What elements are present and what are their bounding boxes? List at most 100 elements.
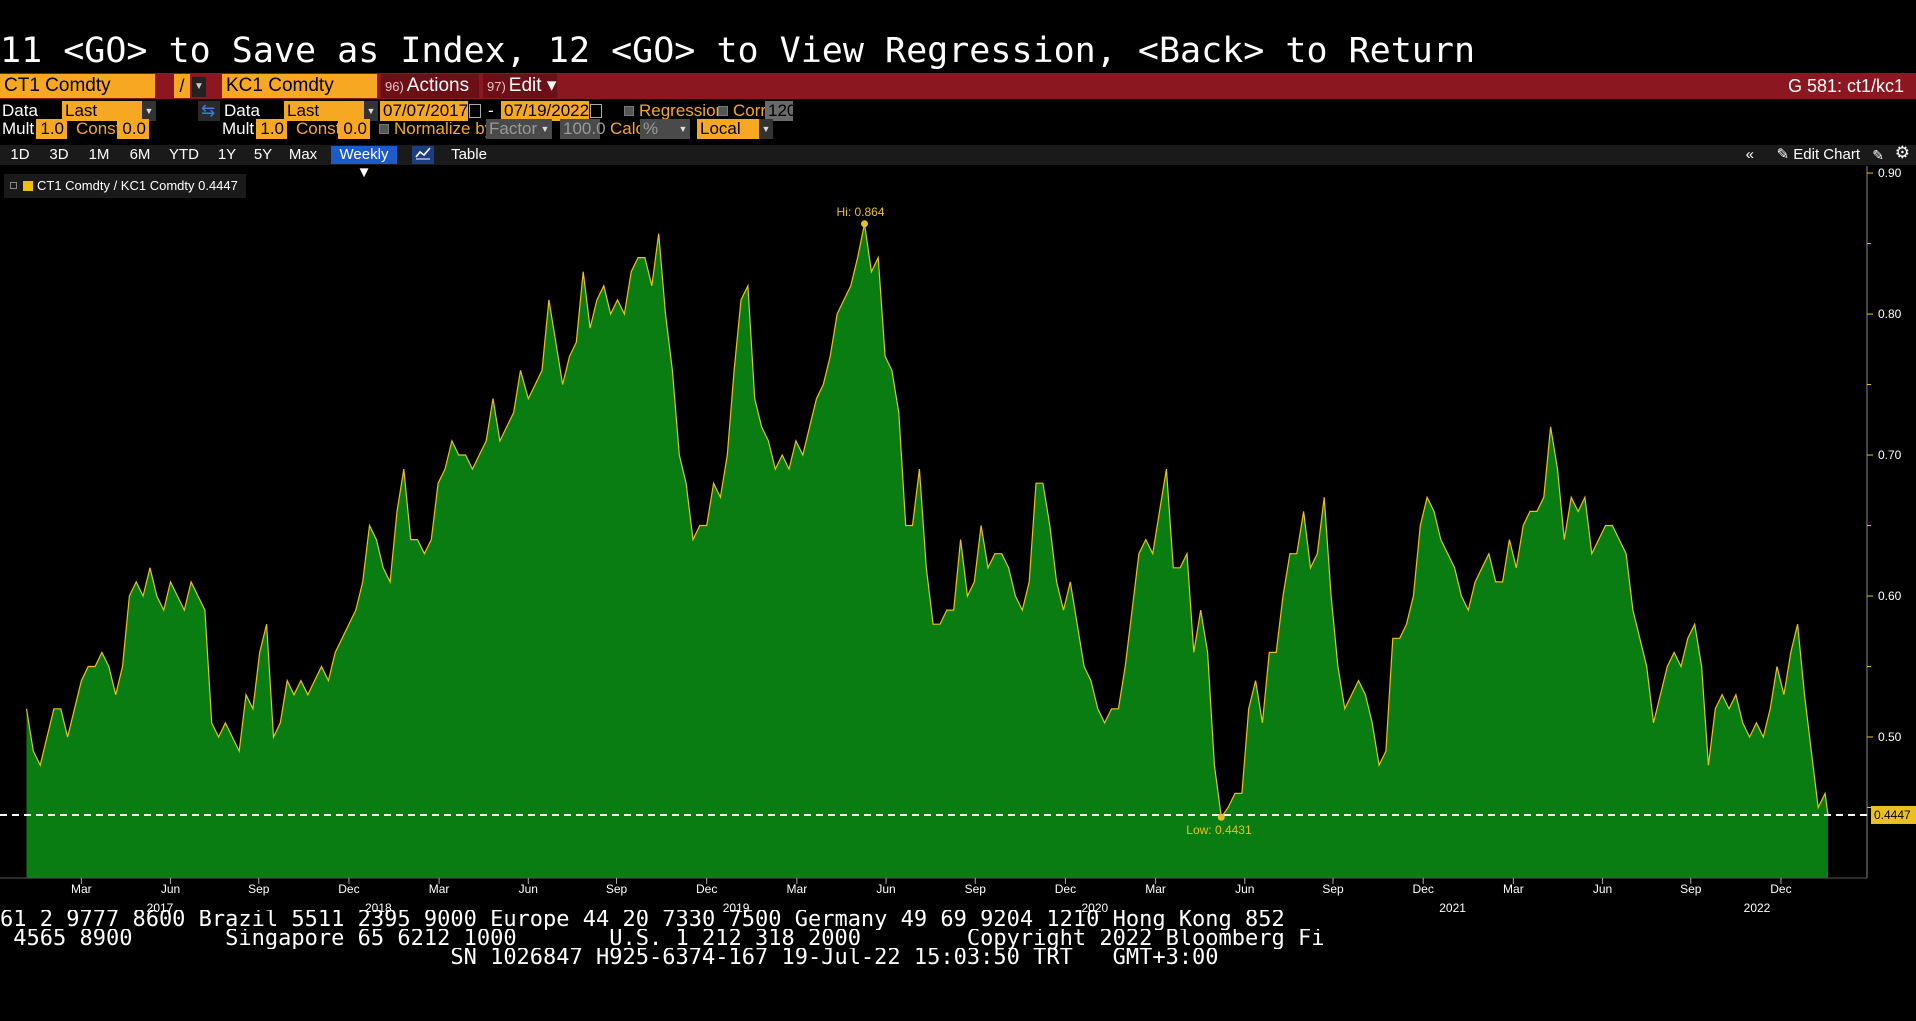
x-year-label: 2020 (1081, 901, 1108, 915)
expand-icon[interactable] (10, 182, 17, 189)
footer-line-3: SN 1026847 H925-6374-167 19-Jul-22 15:03… (0, 948, 1219, 968)
corr-window-field[interactable]: 120 (765, 101, 796, 121)
chart-area[interactable]: 0.90 0.80 0.70 0.60 0.50 0.4447 Hi: 0.864 Low: … (0, 166, 1916, 916)
corr-label: Corr (733, 101, 767, 120)
edit-menu-number: 97) (487, 79, 506, 94)
x-tick-label: Jun (161, 882, 180, 896)
low-label: Low: 0.4431 (1186, 823, 1252, 837)
x-tick-label: Dec (338, 882, 359, 896)
line-chart-glyph (415, 147, 431, 160)
line-chart-icon[interactable] (412, 146, 434, 164)
data1-select[interactable]: Last Price (62, 101, 142, 140)
period-button-6m[interactable]: 6M (129, 146, 151, 163)
operator-field[interactable]: / (174, 74, 190, 98)
end-calendar-icon[interactable] (590, 104, 602, 118)
mult1-label: Mult (2, 119, 35, 138)
operator-dropdown-icon[interactable]: ▼ (192, 77, 206, 97)
legend[interactable]: CT1 Comdty / KC1 Comdty 0.4447 (4, 174, 246, 198)
edit-menu[interactable]: 97) Edit ▾ (483, 74, 557, 98)
calc-select[interactable]: % (640, 119, 676, 139)
const1-label: Const (76, 119, 121, 138)
period-button-1y[interactable]: 1Y (217, 146, 237, 163)
x-tick-label: Mar (787, 882, 808, 896)
x-tick-label: Sep (248, 882, 270, 896)
normalize-select[interactable]: Factor (486, 119, 538, 139)
mult2-field[interactable]: 1.0 (256, 119, 287, 139)
end-date-field[interactable]: 07/19/2022 (501, 101, 589, 121)
y-tick-label: 0.70 (1878, 448, 1902, 462)
period-button-ytd[interactable]: YTD (169, 146, 199, 163)
frequency-select[interactable]: Weekly ▼ (331, 146, 397, 181)
table-button[interactable]: Table (451, 146, 487, 163)
normalize-checkbox[interactable] (379, 124, 389, 134)
start-calendar-icon[interactable] (469, 104, 481, 118)
command-line: 11 <GO> to Save as Index, 12 <GO> to Vie… (0, 31, 1476, 71)
const1-field[interactable]: 0.0 (117, 119, 149, 139)
const2-label: Const (296, 119, 341, 138)
edit-menu-label: Edit ▾ (508, 75, 557, 96)
x-year-label: 2017 (147, 901, 174, 915)
security1-field[interactable]: CT1 Comdty (0, 74, 155, 98)
x-year-label: 2021 (1439, 901, 1466, 915)
data2-select[interactable]: Last Price (284, 101, 364, 140)
calc-label: Calc (610, 119, 645, 138)
swap-icon[interactable]: ⇆ (198, 101, 220, 121)
security2-field[interactable]: KC1 Comdty (222, 74, 377, 98)
data1-dropdown-icon[interactable]: ▼ (142, 101, 156, 121)
hi-marker (861, 220, 869, 228)
y-tick-label: 0.80 (1878, 307, 1902, 321)
normalize-factor-field[interactable]: 100.0 (560, 119, 606, 139)
start-date-field[interactable]: 07/07/2017 (380, 101, 468, 121)
data2-dropdown-icon[interactable]: ▼ (364, 101, 378, 121)
legend-swatch (23, 181, 33, 191)
x-tick-label: Sep (965, 882, 987, 896)
normalize-label: Normalize by (394, 119, 494, 138)
x-tick-label: Dec (1413, 882, 1434, 896)
y-tick-label: 0.50 (1878, 730, 1902, 744)
x-year-label: 2022 (1744, 901, 1771, 915)
normalize-dropdown-icon[interactable]: ▼ (538, 119, 552, 139)
x-tick-label: Jun (519, 882, 538, 896)
period-button-5y[interactable]: 5Y (253, 146, 273, 163)
period-button-1m[interactable]: 1M (88, 146, 110, 163)
area-fill (26, 223, 1828, 879)
series-line (25, 223, 1829, 819)
data1-label: Data (2, 101, 38, 120)
mult1-field[interactable]: 1.0 (36, 119, 67, 139)
regression-label: Regression (639, 101, 725, 120)
y-tick-label: 0.60 (1878, 589, 1902, 603)
x-tick-label: Mar (429, 882, 450, 896)
controls-row-1: Data Last Price ▼ ⇆ Data Last Price ▼ 07… (0, 100, 1916, 140)
x-tick-label: Mar (1145, 882, 1166, 896)
corr-checkbox[interactable] (718, 106, 728, 116)
mult2-label: Mult (222, 119, 255, 138)
x-year-label: 2019 (723, 901, 750, 915)
x-tick-label: Jun (1235, 882, 1254, 896)
footer-line-1: 61 2 9777 8600 Brazil 5511 2395 9000 Eur… (0, 910, 1285, 930)
gear-icon[interactable]: ⚙ (1894, 143, 1910, 162)
x-tick-label: Mar (71, 882, 92, 896)
x-tick-label: Dec (1770, 882, 1791, 896)
pencil-icon[interactable]: ✎ (1872, 147, 1884, 163)
x-tick-label: Mar (1503, 882, 1524, 896)
low-marker (1217, 813, 1225, 821)
regression-checkbox[interactable] (624, 106, 634, 116)
edit-chart-button[interactable]: ✎ Edit Chart (1776, 146, 1860, 163)
period-button-1d[interactable]: 1D (10, 146, 30, 163)
actions-menu-number: 96) (385, 79, 404, 94)
x-tick-label: Dec (1055, 882, 1076, 896)
x-tick-label: Dec (696, 882, 717, 896)
x-year-label: 2018 (365, 901, 392, 915)
actions-menu[interactable]: 96)Actions ▾ (381, 74, 479, 121)
currency-dropdown-icon[interactable]: ▼ (759, 119, 773, 139)
last-value-label: 0.4447 (1874, 808, 1911, 822)
x-tick-label: Jun (1593, 882, 1612, 896)
currency-select[interactable]: Local (697, 119, 759, 139)
date-separator: - (488, 101, 494, 120)
period-button-3d[interactable]: 3D (49, 146, 69, 163)
const2-field[interactable]: 0.0 (338, 119, 370, 139)
period-button-max[interactable]: Max (288, 146, 318, 163)
collapse-icon[interactable]: « (1745, 146, 1754, 163)
hi-label: Hi: 0.864 (837, 205, 885, 219)
calc-dropdown-icon[interactable]: ▼ (676, 119, 690, 139)
